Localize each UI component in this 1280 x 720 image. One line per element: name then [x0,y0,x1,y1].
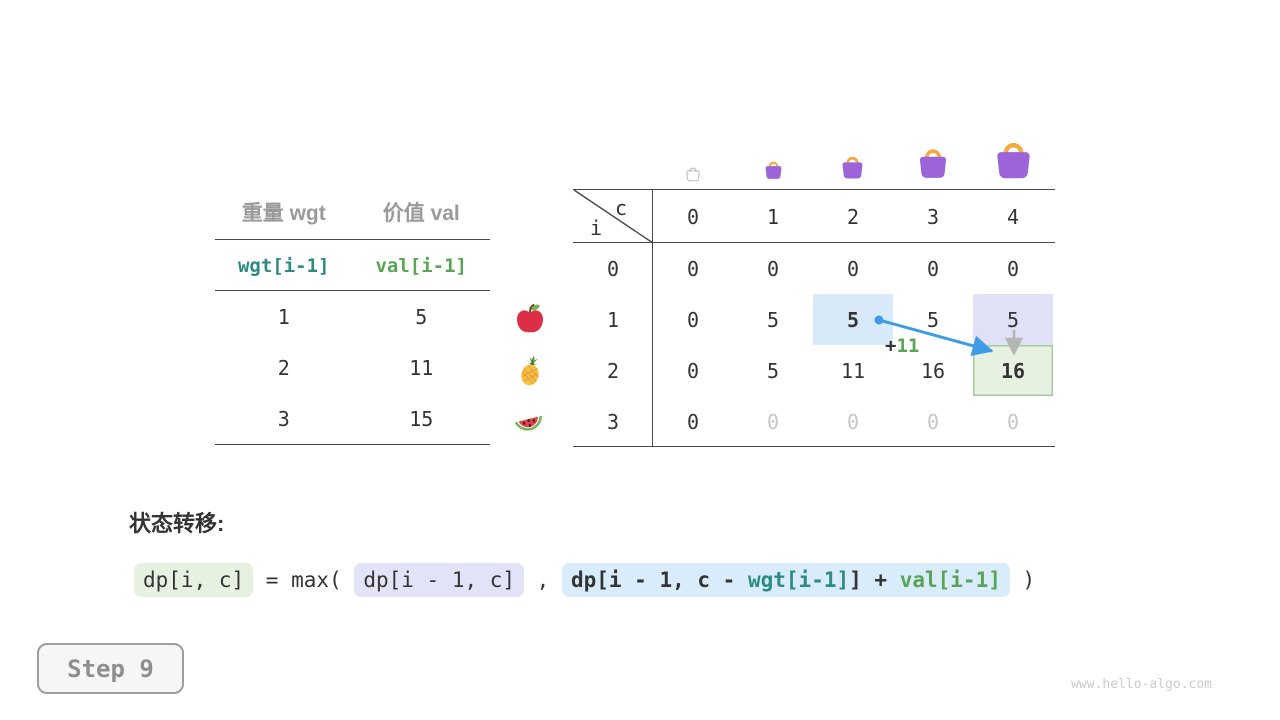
dp-row-headers: 0 1 2 3 [573,243,653,447]
formula-term2-box: dp[i - 1, c - wgt[i-1]] + val[i-1] [561,563,1010,597]
dp-col-header: 4 [1006,204,1020,229]
bag-icon-capacity-0 [686,167,700,182]
item-table-header-row: 重量 wgt 价值 val [215,196,490,228]
item-table-wgt-formula: wgt[i-1] [237,255,330,277]
dp-cell: 0 [846,256,860,281]
plus-sign: + [885,335,897,357]
dp-cell: 16 [920,358,946,383]
item-wgt-cell: 2 [277,355,290,380]
state-transition-formula: dp[i, c] = max( dp[i - 1, c] , dp[i - 1,… [134,561,1035,599]
dp-cell: 0 [926,256,940,281]
dp-row-header: 3 [606,409,620,434]
formula-lhs-box: dp[i, c] [134,563,254,597]
dp-corner-col-var: c [615,196,628,220]
item-table-rule-top [215,239,490,240]
formula-term1-box: dp[i - 1, c] [354,563,525,597]
dp-col-header: 0 [686,204,700,229]
item-table-val-formula: val[i-1] [375,255,467,277]
dp-table-rule-bottom [573,446,1055,447]
bag-icon-capacity-1 [765,161,782,179]
formula-term2-val: val[i-1] [899,568,1001,592]
dp-cell: 11 [840,358,866,383]
dp-row-header: 0 [606,256,620,281]
dp-table-rule-vertical [652,190,653,447]
dp-row-header: 1 [606,307,620,332]
dp-row-header: 2 [606,358,620,383]
formula-eq-max: = max( [253,568,355,592]
watermelon-icon [514,415,542,431]
dp-col-header: 3 [926,204,940,229]
item-table-rule-mid [215,290,490,291]
pineapple-icon [521,355,540,386]
formula-close-paren: ) [1009,568,1036,592]
bag-icon-capacity-4 [997,143,1030,179]
dp-column-headers: 0 1 2 3 4 [653,190,1053,243]
dp-cell: 5 [766,358,780,383]
dp-cell: 0 [686,358,700,383]
bag-icon-capacity-3 [919,149,947,178]
dp-cell: 0 [686,307,700,332]
dp-cell: 5 [766,307,780,332]
formula-term2-prefix: dp[i - 1, c - [570,568,748,592]
dp-cell-current-highlight: 16 [973,345,1053,396]
dp-cell-pending: 0 [766,409,780,434]
item-table-subheader-row: wgt[i-1] val[i-1] [215,250,490,282]
item-table-rule-bottom [215,444,490,445]
item-val-cell: 15 [409,406,434,431]
apple-icon [516,304,544,333]
item-wgt-cell: 3 [277,406,290,431]
dp-cell-pending: 0 [1006,409,1020,434]
formula-term2-wgt: wgt[i-1] [747,568,850,592]
dp-cell-source-highlight: 5 [813,294,893,345]
step-badge: Step 9 [37,643,184,694]
item-table-body: 1 5 2 11 3 15 [215,291,490,444]
item-table-value-header: 价值 val [382,202,460,225]
watermark: www.hello-algo.com [1071,677,1212,692]
dp-corner-row-var: i [590,216,603,240]
dp-cell-above-highlight: 5 [973,294,1053,345]
formula-comma: , [524,568,562,592]
bag-icon-capacity-2 [842,156,863,179]
dp-table-cells: 0 0 0 0 0 0 5 5 5 5 0 5 11 16 16 0 0 0 0… [653,243,1053,447]
dp-cell: 0 [686,256,700,281]
dp-table-rule-top [573,189,1055,190]
dp-cell-pending: 0 [926,409,940,434]
added-value: 11 [896,335,920,357]
dp-col-header: 2 [846,204,860,229]
state-transition-heading: 状态转移: [129,511,225,536]
dp-cell: 0 [766,256,780,281]
add-value-label: +11 [885,335,919,357]
dp-cell: 0 [686,409,700,434]
item-val-cell: 5 [415,304,428,329]
dp-cell-pending: 0 [846,409,860,434]
item-val-cell: 11 [409,355,434,380]
dp-table-rule-header [573,242,1055,243]
formula-term2-mid: ] + [849,568,900,592]
item-table-weight-header: 重量 wgt [241,202,326,225]
dp-cell: 0 [1006,256,1020,281]
item-wgt-cell: 1 [277,304,290,329]
dp-col-header: 1 [766,204,780,229]
